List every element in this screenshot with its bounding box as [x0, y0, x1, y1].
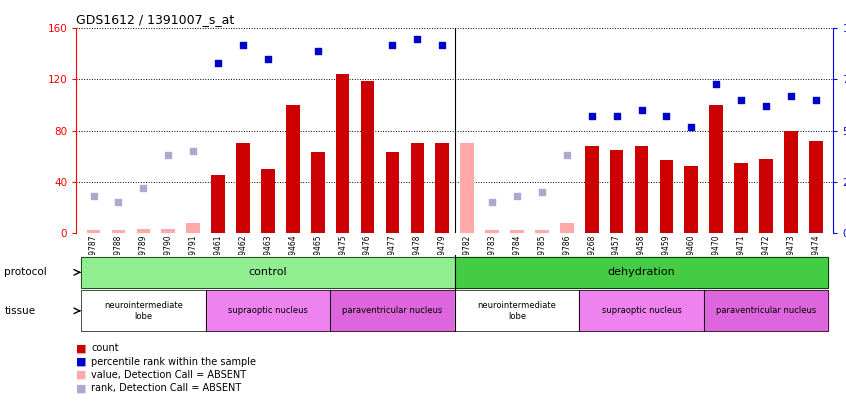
Text: supraoptic nucleus: supraoptic nucleus — [228, 306, 308, 315]
Point — [660, 113, 673, 119]
Bar — [286, 105, 299, 233]
Bar — [236, 143, 250, 233]
Bar — [704, 290, 828, 331]
Bar — [510, 230, 524, 233]
Text: neurointermediate
lobe: neurointermediate lobe — [477, 301, 557, 320]
Bar — [710, 105, 723, 233]
Bar — [759, 159, 773, 233]
Point — [311, 48, 325, 54]
Text: GDS1612 / 1391007_s_at: GDS1612 / 1391007_s_at — [76, 13, 234, 26]
Point — [112, 199, 125, 205]
Point — [536, 189, 549, 195]
Text: ■: ■ — [76, 343, 86, 353]
Bar — [330, 290, 454, 331]
Text: ■: ■ — [76, 357, 86, 367]
Bar — [580, 290, 704, 331]
Text: tissue: tissue — [4, 306, 36, 316]
Text: rank, Detection Call = ABSENT: rank, Detection Call = ABSENT — [91, 384, 242, 393]
Bar — [454, 290, 580, 331]
Bar — [704, 290, 828, 331]
Bar — [580, 290, 704, 331]
Bar — [81, 290, 206, 331]
Point — [212, 60, 225, 66]
Text: supraoptic nucleus: supraoptic nucleus — [602, 306, 682, 315]
Bar — [634, 146, 648, 233]
Text: neurointermediate
lobe: neurointermediate lobe — [104, 301, 183, 320]
Bar — [486, 230, 499, 233]
Bar — [212, 175, 225, 233]
Text: ■: ■ — [76, 370, 86, 380]
Point — [236, 41, 250, 48]
Bar — [206, 290, 330, 331]
Bar — [454, 257, 828, 288]
Bar — [330, 290, 454, 331]
Text: ■: ■ — [76, 384, 86, 393]
Bar — [261, 169, 275, 233]
Bar — [310, 152, 325, 233]
Bar — [162, 229, 175, 233]
Bar — [410, 143, 424, 233]
Point — [436, 41, 449, 48]
Point — [734, 97, 748, 103]
Point — [684, 123, 698, 130]
Point — [560, 152, 574, 158]
Bar — [784, 130, 798, 233]
Bar — [610, 150, 624, 233]
Bar — [336, 75, 349, 233]
Point — [510, 193, 524, 199]
Bar — [809, 141, 822, 233]
Point — [410, 35, 424, 42]
Bar — [454, 257, 828, 288]
Bar — [81, 257, 454, 288]
Bar — [112, 230, 125, 233]
Bar — [206, 290, 330, 331]
Bar — [560, 223, 574, 233]
Bar — [684, 166, 698, 233]
Point — [585, 113, 598, 119]
Text: count: count — [91, 343, 119, 353]
Text: paraventricular nucleus: paraventricular nucleus — [716, 306, 816, 315]
Point — [760, 103, 773, 109]
Text: dehydration: dehydration — [607, 266, 675, 277]
Bar — [360, 81, 375, 233]
Text: value, Detection Call = ABSENT: value, Detection Call = ABSENT — [91, 370, 246, 380]
Bar — [81, 290, 206, 331]
Point — [710, 80, 723, 87]
Text: percentile rank within the sample: percentile rank within the sample — [91, 357, 256, 367]
Point — [261, 56, 275, 62]
Point — [809, 97, 822, 103]
Bar — [436, 143, 449, 233]
Point — [610, 113, 624, 119]
Bar — [386, 152, 399, 233]
Bar — [81, 257, 454, 288]
Bar — [660, 160, 673, 233]
Bar — [87, 230, 101, 233]
Point — [486, 199, 499, 205]
Text: paraventricular nucleus: paraventricular nucleus — [343, 306, 442, 315]
Point — [634, 107, 648, 113]
Point — [162, 152, 175, 158]
Point — [136, 185, 150, 191]
Bar — [136, 229, 151, 233]
Point — [87, 193, 101, 199]
Point — [186, 148, 200, 154]
Bar — [460, 143, 474, 233]
Point — [386, 41, 399, 48]
Bar — [585, 146, 599, 233]
Text: control: control — [249, 266, 288, 277]
Bar — [186, 223, 200, 233]
Text: protocol: protocol — [4, 267, 47, 277]
Bar — [734, 162, 748, 233]
Bar — [535, 230, 549, 233]
Point — [784, 93, 798, 99]
Bar — [454, 290, 580, 331]
